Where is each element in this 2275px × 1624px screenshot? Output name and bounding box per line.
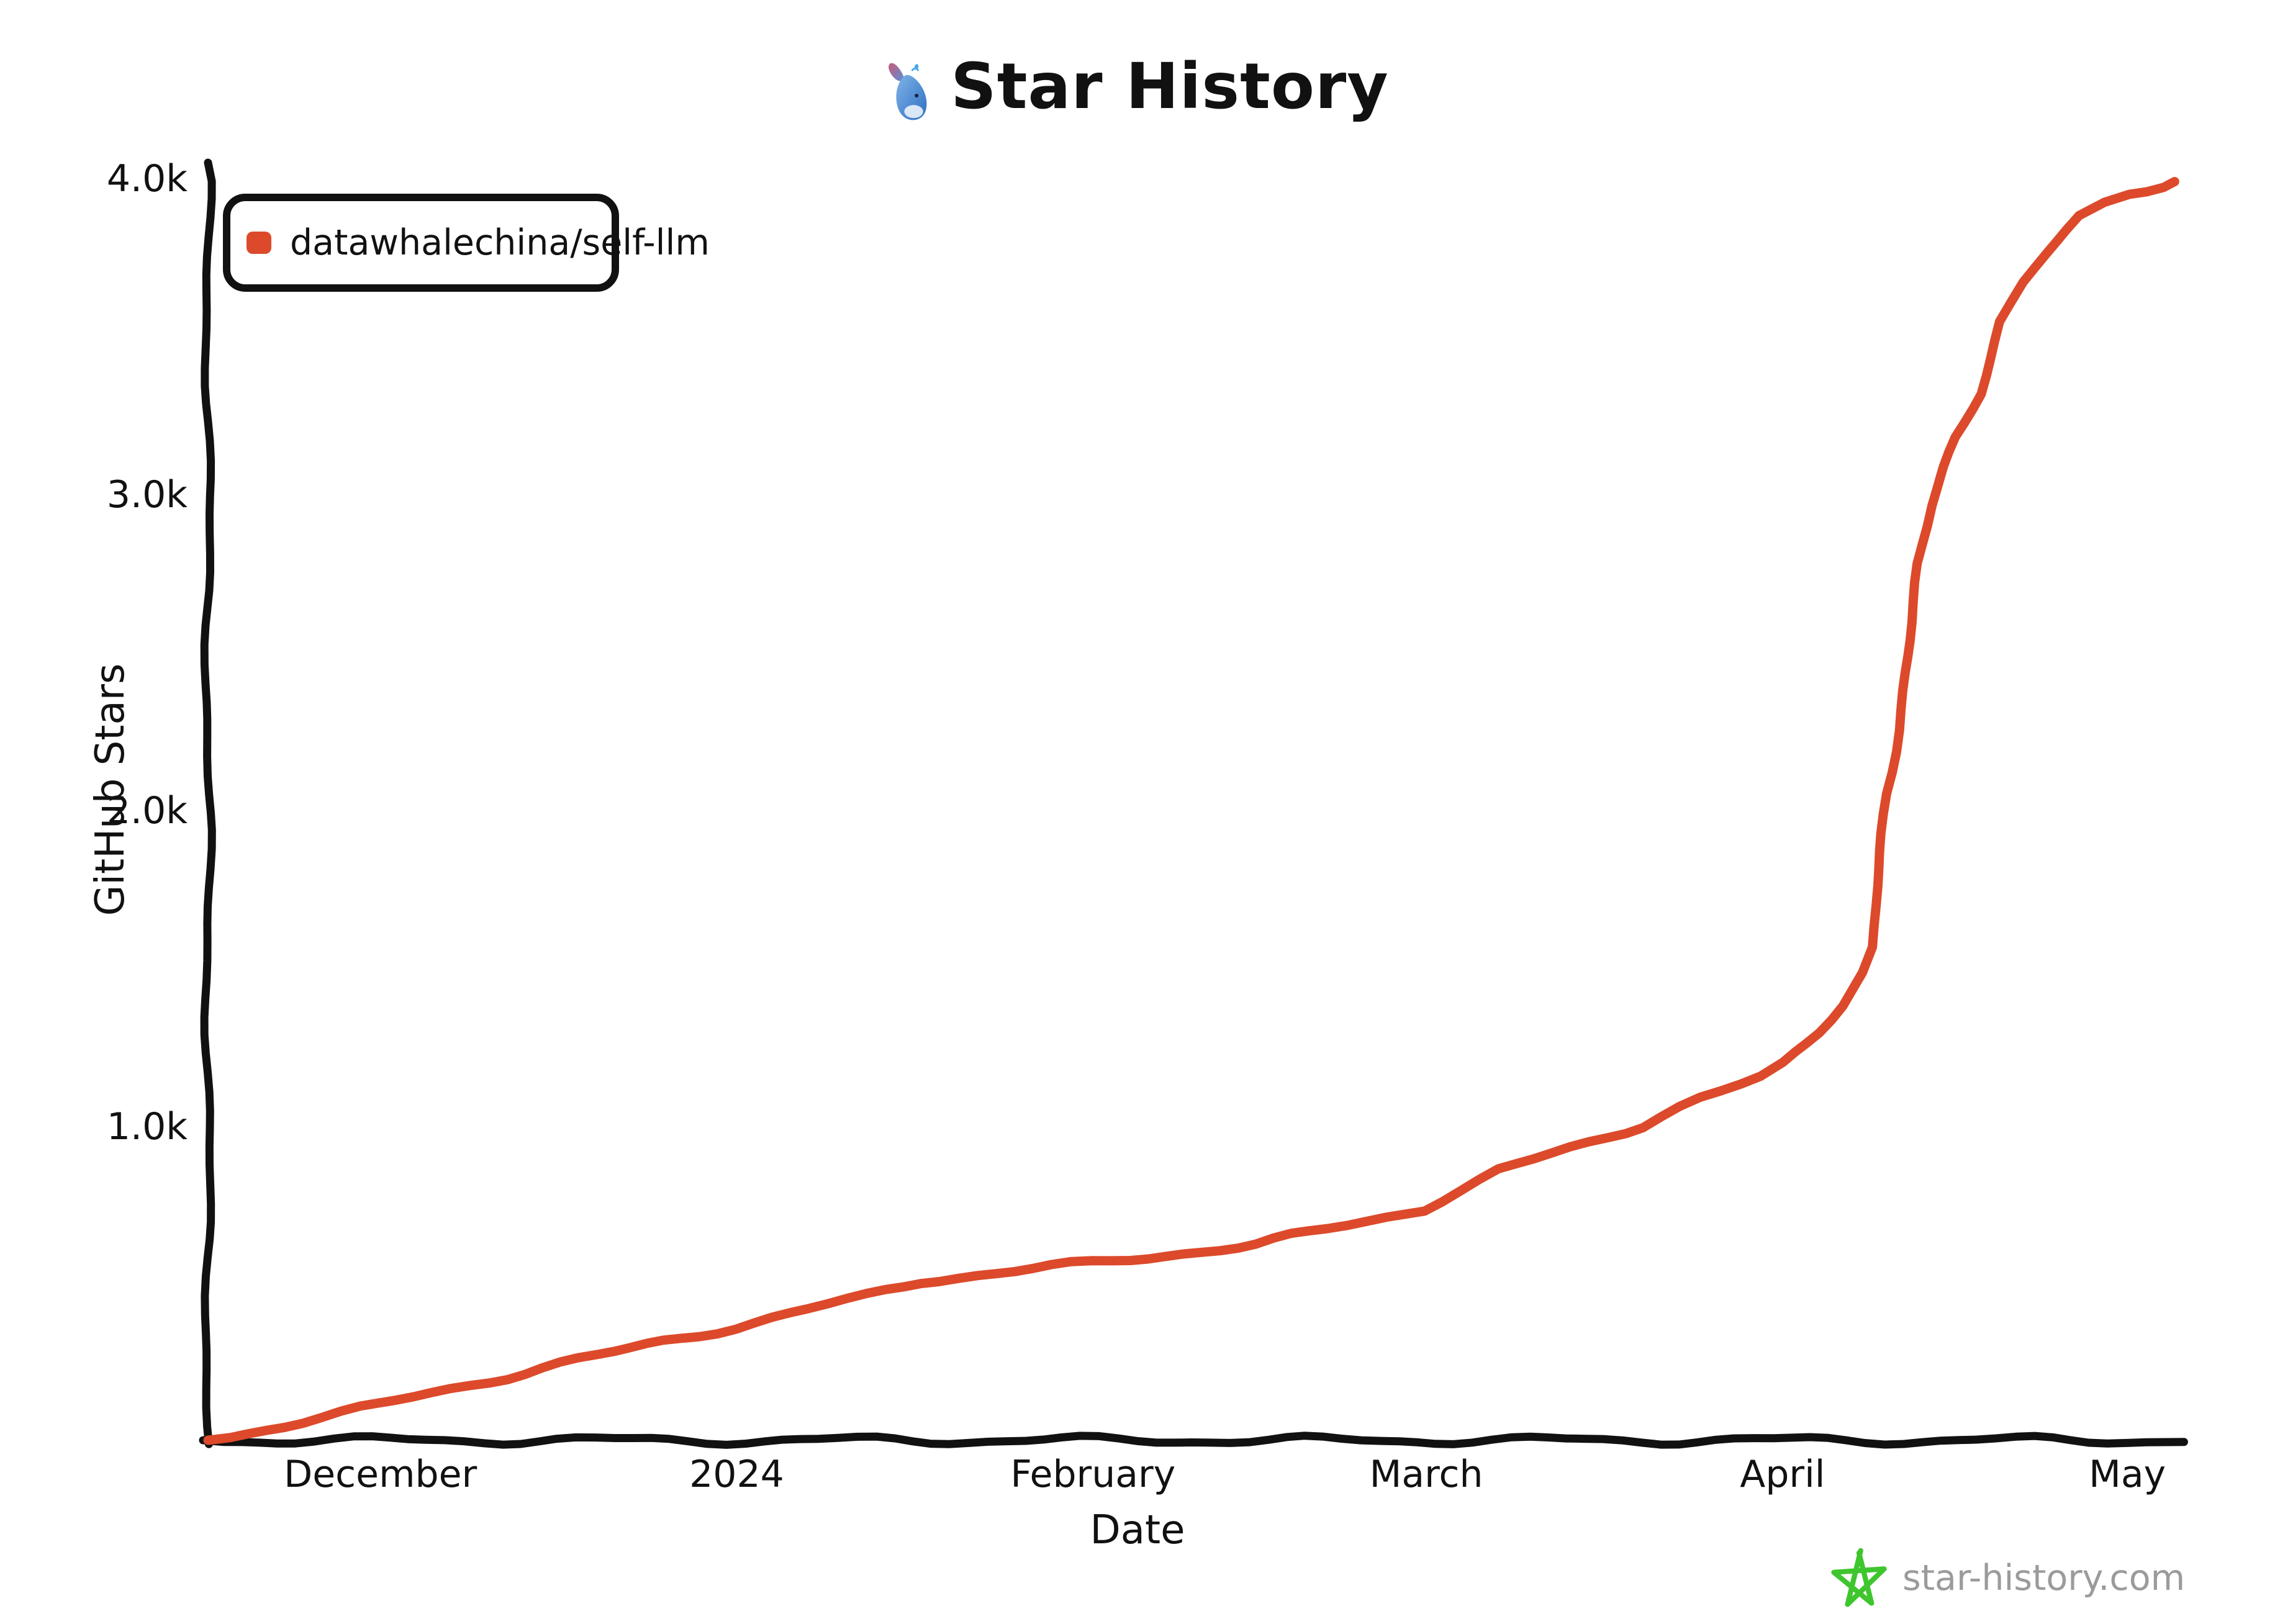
series-line-datawhalechina-self-llm bbox=[203, 177, 2179, 1445]
x-tick-label: March bbox=[1369, 1453, 1483, 1496]
legend-repo-label: datawhalechina/self-llm bbox=[290, 222, 710, 263]
x-tick-label: April bbox=[1740, 1453, 1825, 1496]
x-tick-label: 2024 bbox=[689, 1453, 784, 1496]
site-url: star-history.com bbox=[1902, 1558, 2186, 1599]
x-axis-line bbox=[199, 1432, 2188, 1449]
legend-swatch bbox=[246, 232, 271, 254]
site-logo: star-history.com bbox=[1830, 1547, 2185, 1609]
y-tick-label: 1.0k bbox=[106, 1105, 188, 1148]
legend-border bbox=[223, 194, 619, 292]
chart-title: Star History bbox=[886, 50, 1389, 124]
legend: datawhalechina/self-llm bbox=[227, 197, 710, 288]
y-tick-label: 2.0k bbox=[106, 789, 188, 832]
x-tick-label: May bbox=[2089, 1453, 2166, 1496]
whale-icon bbox=[889, 63, 927, 120]
x-axis-title: Date bbox=[1090, 1507, 1185, 1553]
star-doodle-icon bbox=[1831, 1548, 1887, 1607]
y-tick-label: 3.0k bbox=[106, 473, 188, 517]
x-tick-label: December bbox=[284, 1453, 477, 1496]
x-tick-label: February bbox=[1010, 1453, 1176, 1496]
y-tick-label: 4.0k bbox=[106, 157, 188, 201]
y-axis-line bbox=[200, 158, 216, 1448]
page-title: Star History bbox=[951, 50, 1389, 124]
